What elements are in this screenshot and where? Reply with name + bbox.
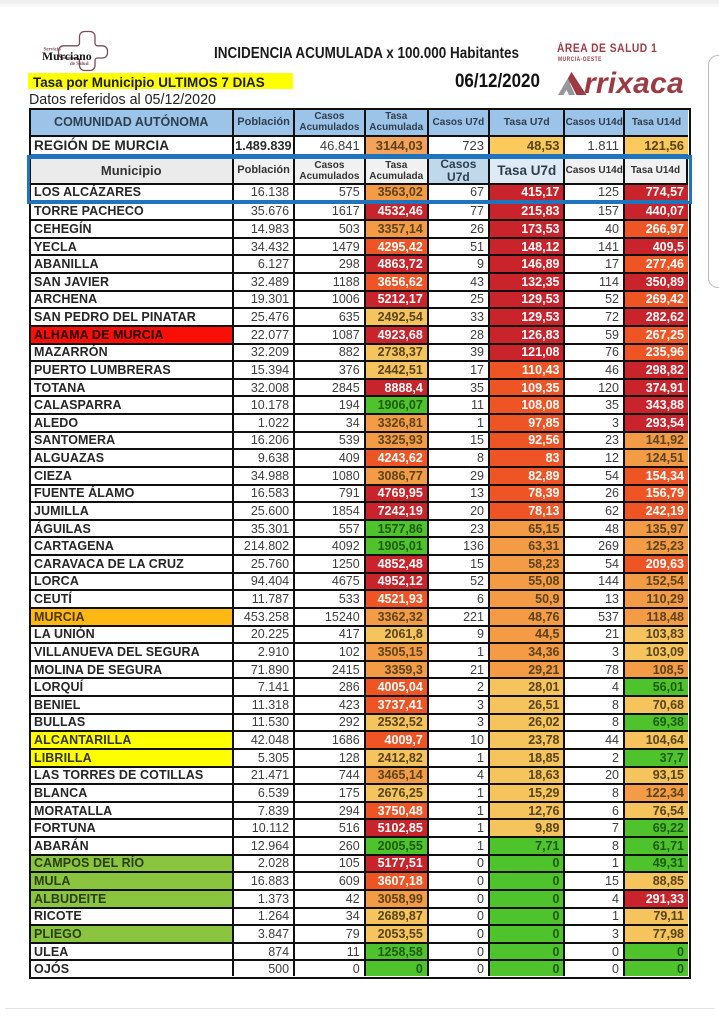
svg-text:Murciano: Murciano xyxy=(42,49,92,63)
svg-text:Servicio: Servicio xyxy=(44,48,62,53)
svg-text:de Salud: de Salud xyxy=(70,62,89,67)
